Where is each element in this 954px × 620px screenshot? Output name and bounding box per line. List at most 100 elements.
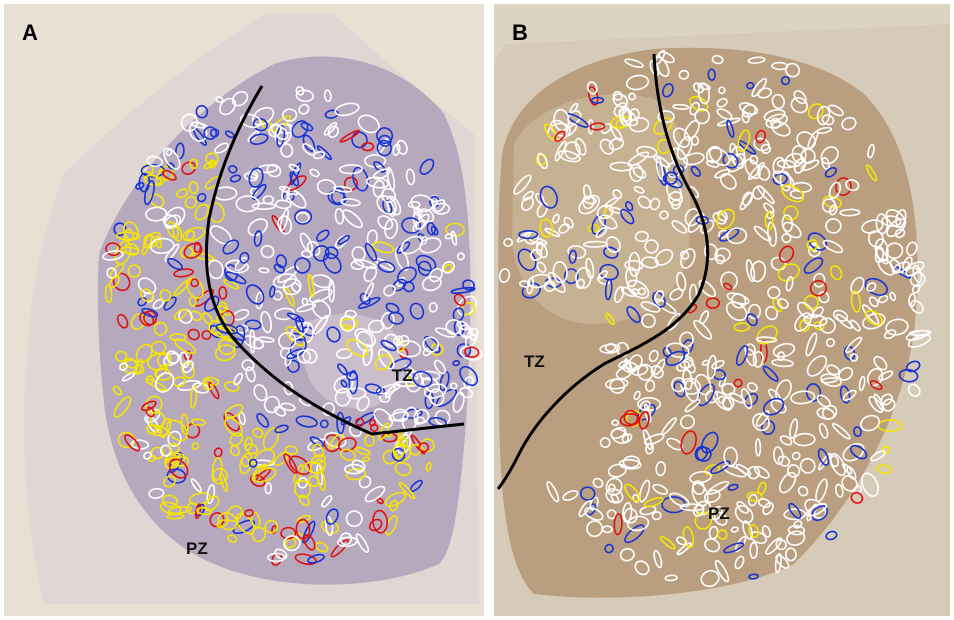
gland-outline <box>756 165 771 181</box>
gland-outline <box>245 284 265 305</box>
gland-outline <box>248 170 259 179</box>
gland-outline <box>231 90 249 107</box>
gland-outline <box>239 251 250 264</box>
gland-outline <box>690 135 700 146</box>
prostate-section-a <box>97 56 471 585</box>
gland-outline <box>405 168 416 186</box>
gland-outline <box>669 492 690 508</box>
gland-outline <box>772 342 796 358</box>
gland-outline <box>717 529 728 540</box>
gland-outline <box>604 543 614 554</box>
gland-outline <box>820 146 839 165</box>
gland-outline <box>419 237 442 254</box>
gland-outline <box>722 282 733 291</box>
gland-outline <box>671 220 688 234</box>
gland-outline <box>162 169 177 181</box>
gland-outline <box>789 418 799 440</box>
gland-outline <box>351 459 366 473</box>
gland-outline <box>898 368 919 383</box>
gland-outline <box>527 273 552 289</box>
gland-outline <box>224 417 243 437</box>
gland-outline <box>444 233 454 240</box>
gland-outline <box>285 326 305 347</box>
gland-outline <box>627 151 650 167</box>
gland-outline <box>828 104 844 117</box>
gland-outline <box>586 81 598 95</box>
gland-outline <box>596 204 614 220</box>
gland-outline <box>398 334 410 347</box>
gland-outline <box>423 335 441 354</box>
gland-outline <box>116 313 129 329</box>
gland-outline <box>336 411 345 435</box>
gland-outline <box>628 251 641 277</box>
gland-outline <box>781 233 792 244</box>
gland-outline <box>339 129 360 143</box>
gland-outline <box>291 282 301 293</box>
gland-outline <box>614 286 625 304</box>
gland-outline <box>626 515 650 532</box>
gland-outline <box>102 250 124 261</box>
tissue-section-a <box>24 14 483 604</box>
gland-outline <box>637 195 652 209</box>
gland-outline <box>578 194 601 215</box>
gland-outline <box>742 520 754 540</box>
gland-outline <box>826 364 840 376</box>
zone-boundary-a <box>204 85 465 436</box>
gland-outline <box>191 442 200 451</box>
gland-outline <box>592 477 604 489</box>
gland-outline <box>324 109 339 119</box>
gland-outline <box>750 260 767 283</box>
gland-outline <box>145 206 168 222</box>
gland-outline <box>787 524 806 536</box>
gland-outline <box>380 339 397 352</box>
gland-outline <box>773 446 784 465</box>
gland-outline <box>315 541 329 553</box>
gland-outline <box>166 513 185 520</box>
gland-outline <box>410 434 426 455</box>
gland-outline <box>312 151 326 160</box>
gland-outline <box>382 449 398 465</box>
gland-outline <box>332 185 353 193</box>
gland-outline <box>274 548 288 560</box>
gland-outline <box>747 303 762 320</box>
gland-outline <box>610 126 623 142</box>
gland-outline <box>812 272 826 288</box>
gland-outline <box>761 525 771 538</box>
gland-outline <box>638 411 650 430</box>
gland-outline <box>428 302 438 313</box>
gland-outline <box>219 97 237 116</box>
gland-outline <box>274 307 295 321</box>
gland-outline <box>182 360 194 374</box>
gland-outline <box>690 165 701 177</box>
gland-outline <box>354 328 377 347</box>
gland-outline <box>180 413 189 435</box>
gland-outline <box>453 319 465 337</box>
gland-outline <box>785 62 800 78</box>
gland-outline <box>849 353 859 362</box>
gland-outline <box>626 306 641 324</box>
gland-outline <box>618 360 629 368</box>
gland-outline <box>623 409 639 426</box>
gland-outline <box>175 142 185 160</box>
gland-outline <box>373 160 386 173</box>
gland-outline <box>739 192 753 211</box>
gland-outline <box>385 302 400 314</box>
gland-outline <box>785 276 794 292</box>
gland-outline <box>648 349 659 363</box>
gland-outline <box>733 322 751 332</box>
gland-outline <box>680 430 697 455</box>
gland-outline <box>143 180 155 206</box>
gland-outline <box>115 231 141 241</box>
gland-outline <box>384 333 399 347</box>
gland-outline <box>754 438 762 457</box>
gland-outline <box>413 408 430 424</box>
gland-outline <box>415 220 426 230</box>
gland-outline <box>350 260 365 271</box>
gland-outline <box>784 152 805 168</box>
gland-outline <box>822 239 844 254</box>
gland-outline <box>655 461 667 477</box>
gland-outline <box>735 463 752 476</box>
gland-outline <box>353 258 378 270</box>
gland-outline <box>649 60 660 77</box>
gland-outline <box>343 176 359 191</box>
